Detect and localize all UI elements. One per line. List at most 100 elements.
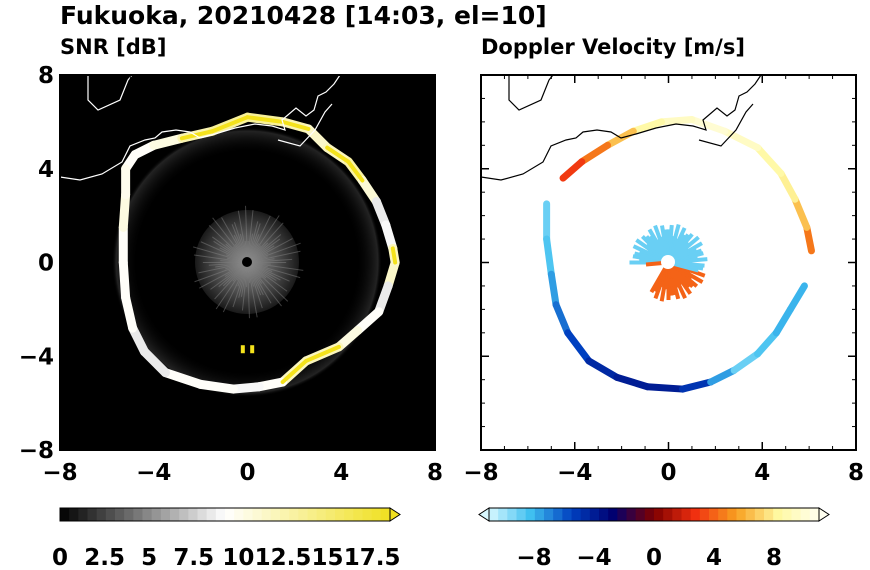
snr-ring-strong (179, 129, 215, 141)
snr-center-ray (213, 240, 248, 263)
colorbar-cell (608, 508, 618, 521)
snr-center-ray (247, 250, 301, 263)
snr-ring-segment (353, 307, 384, 335)
velocity-ring-segment (552, 301, 572, 337)
snr-center-ray (247, 215, 271, 263)
snr-colorbar: 0 2.5 5 7.5 10 12.5 15 17.5 (52, 507, 401, 570)
velocity-ring-segment (730, 350, 762, 374)
velocity-ring-segment (791, 195, 811, 231)
colorbar-cell (115, 508, 125, 521)
snr-ring-segment (121, 293, 138, 333)
colorbar-tick-label: −8 (516, 545, 551, 570)
colorbar-cell (243, 508, 253, 521)
snr-coastline-nw (87, 75, 133, 111)
colorbar-frame (488, 507, 820, 522)
snr-small-echo (240, 345, 245, 354)
colorbar-extend-min (478, 507, 490, 522)
snr-center-ray (247, 262, 304, 271)
snr-ring-segment (118, 190, 131, 232)
snr-center-ray (247, 262, 263, 309)
x-tick-label: 0 (239, 460, 255, 486)
snr-data-layer (60, 75, 400, 397)
snr-center-ray (208, 262, 248, 266)
velocity-ring-segment (707, 366, 738, 386)
velocity-ring-segment (629, 118, 665, 135)
colorbar-cell (681, 508, 692, 521)
snr-center-ray (210, 262, 248, 290)
y-tick-label: 4 (38, 157, 54, 183)
snr-center-ray (247, 234, 282, 263)
colorbar-cell (362, 508, 373, 521)
velocity-ring-segment (564, 329, 593, 365)
colorbar-cell (534, 508, 545, 521)
snr-ring-strong (245, 115, 285, 124)
colorbar-cell (270, 508, 281, 521)
snr-ring-segment (374, 281, 393, 317)
snr-center-ray (247, 222, 284, 263)
colorbar-cell (690, 508, 701, 521)
colorbar-cell (215, 508, 226, 521)
colorbar-tick-label: −4 (576, 545, 611, 570)
snr-center-ray (247, 262, 289, 302)
snr-center-ray (247, 221, 259, 263)
colorbar-cell (498, 508, 508, 521)
colorbar-cell (571, 508, 582, 521)
colorbar-cell (745, 508, 756, 521)
colorbar-cell (353, 508, 363, 521)
x-tick-label: 4 (754, 460, 770, 486)
colorbar-tick-label: 2.5 (84, 545, 125, 570)
colorbar-cell (325, 508, 336, 521)
x-tick-label: −4 (557, 460, 592, 486)
velocity-ring-segment (559, 158, 586, 182)
colorbar-tick-label: 0 (52, 545, 68, 570)
snr-ring-strong (304, 344, 341, 363)
colorbar-cell (234, 508, 244, 521)
colorbar-tick-label: 15 (312, 545, 344, 570)
velocity-axes: −8 −4 0 4 8 (463, 74, 864, 486)
colorbar-cell (60, 508, 70, 521)
velocity-ring-segment (679, 378, 715, 393)
colorbar-cell (754, 508, 765, 521)
velocity-ring-segment (643, 383, 687, 393)
snr-center-ray (247, 223, 261, 263)
snr-axes: −8 −4 0 4 8 8 4 0 −4 −8 (19, 63, 443, 486)
colorbar-cell (791, 508, 802, 521)
colorbar-cell (316, 508, 327, 521)
snr-coastline-bay (277, 103, 333, 147)
colorbar-cell (672, 508, 682, 521)
x-tick-label: −8 (463, 460, 498, 486)
snr-center-ray (247, 262, 282, 307)
velocity-ring-segment (688, 116, 729, 135)
snr-center-ray (215, 262, 248, 268)
snr-center-ray (247, 262, 272, 304)
colorbar-cell (206, 508, 217, 521)
velocity-ring-segment (657, 116, 696, 126)
snr-center-ray (247, 258, 293, 263)
colorbar-cell (133, 508, 143, 521)
x-tick-label: −8 (42, 460, 77, 486)
snr-ring-segment (160, 368, 206, 389)
snr-center-ray (247, 258, 275, 263)
velocity-ring-segment (721, 127, 762, 152)
y-tick-label: 8 (38, 63, 54, 89)
colorbar-cell (718, 508, 728, 521)
snr-center-ray (212, 217, 248, 263)
colorbar-tick-label: 7.5 (173, 545, 214, 570)
colorbar-cell (553, 508, 563, 521)
colorbar-cell (280, 508, 290, 521)
velocity-ring-segment (777, 169, 799, 203)
snr-center-ray (215, 262, 248, 310)
snr-center-ray (214, 262, 248, 300)
snr-center-ray (247, 262, 277, 281)
snr-center-ray (247, 262, 250, 319)
colorbar-cell (179, 508, 189, 521)
snr-center-ray (247, 262, 281, 281)
colorbar-cell (307, 508, 318, 521)
snr-center-ray (238, 262, 248, 298)
x-tick-label: 8 (848, 460, 864, 486)
snr-center-ray (208, 225, 248, 263)
snr-center-ray (200, 241, 248, 263)
velocity-ring-segment (803, 223, 815, 255)
snr-center-ray (245, 205, 248, 263)
colorbar-cell (380, 508, 391, 521)
